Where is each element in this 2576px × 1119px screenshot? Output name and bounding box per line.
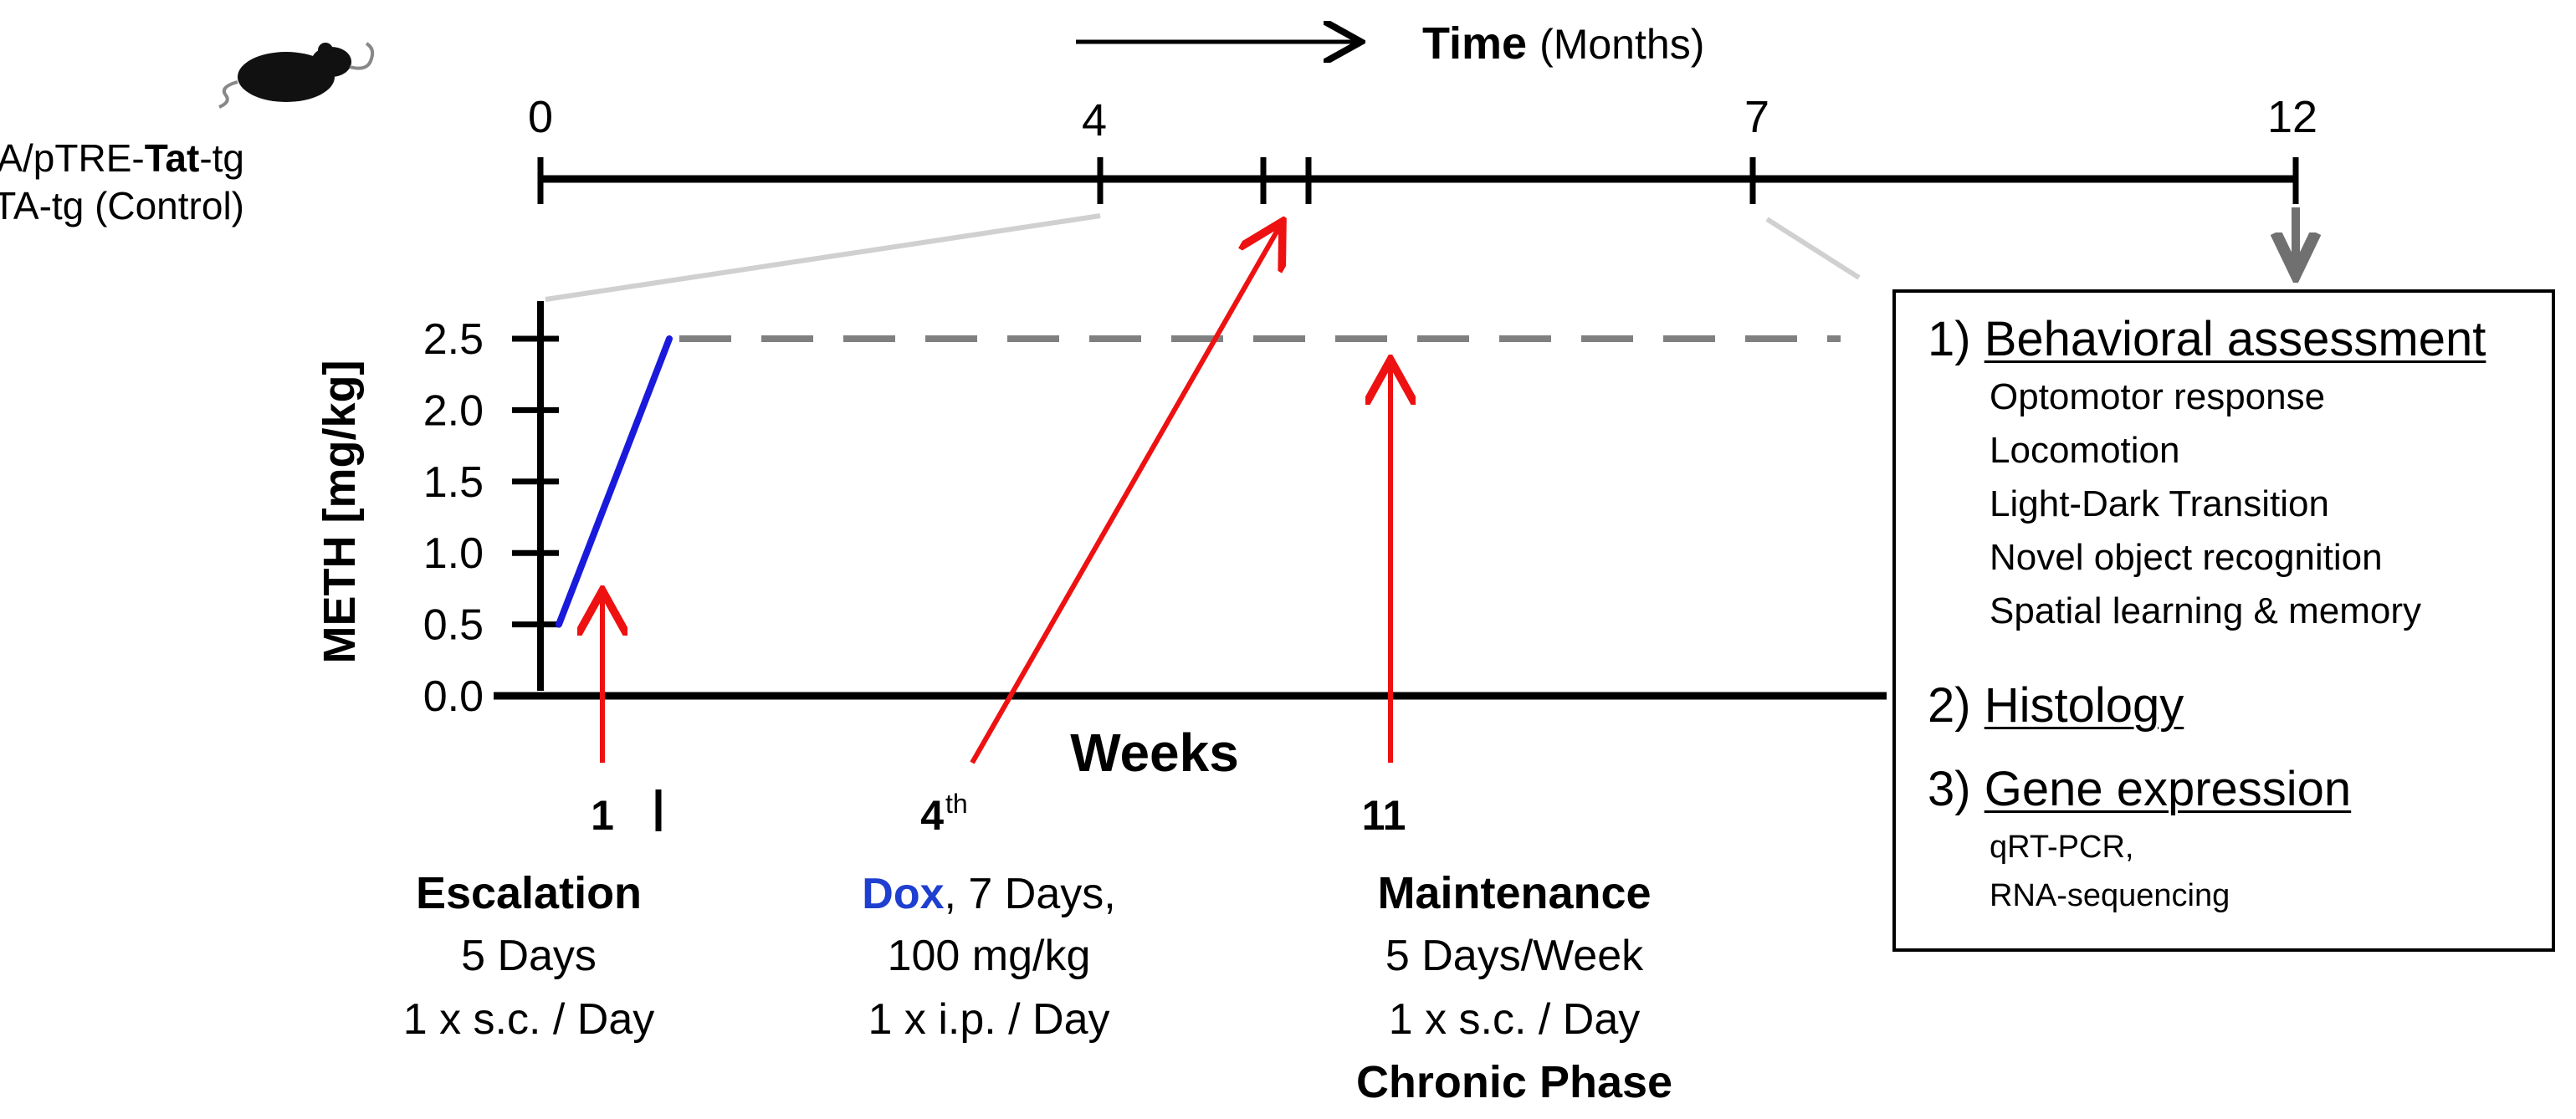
dox-title: Dox, 7 Days, [862, 870, 1115, 918]
time-tick-label: 0 [528, 92, 553, 142]
maintenance-title: Maintenance [1377, 868, 1651, 918]
behavioral-number: 1) [1928, 312, 1971, 366]
y-tick-label: 1.5 [423, 458, 484, 507]
time-tick-label: 7 [1744, 92, 1769, 142]
y-tick-label: 2.0 [423, 386, 484, 435]
gene-method-item: qRT-PCR, [1990, 830, 2134, 865]
mouse-line-tat: GFAP rtTA/pTRE-Tat-tg [0, 136, 244, 180]
x-axis-title: Weeks [1070, 723, 1239, 783]
behavioral-item: Locomotion [1990, 430, 2180, 471]
gene-expression-title: Gene expression [1984, 762, 2352, 816]
mouse-icon [218, 42, 375, 109]
histology-number: 2) [1928, 678, 1971, 733]
time-axis-title: Time (Months) [1422, 18, 1704, 69]
week-1-label: 1 [591, 792, 614, 839]
endpoints-box: 1) Behavioral assessment Optomotor respo… [1892, 289, 2555, 952]
week-4-label: 4 [920, 792, 944, 839]
escalation-title: Escalation [416, 868, 642, 918]
zoom-connector-left [545, 213, 1101, 302]
time-tick-label: 12 [2267, 92, 2317, 142]
dox-dose: 100 mg/kg [888, 932, 1091, 980]
week-4-suffix: th [945, 789, 968, 819]
y-tick-label: 2.5 [423, 315, 484, 364]
escalation-dose-line [556, 335, 673, 628]
y-axis-title: METH [mg/kg] [315, 360, 365, 664]
y-tick-label: 0.5 [423, 601, 484, 650]
behavioral-item: Novel object recognition [1990, 537, 2383, 578]
y-tick-label: 1.0 [423, 529, 484, 578]
behavioral-item: Spatial learning & memory [1990, 590, 2422, 631]
y-axis-ticks: 2.5 2.0 1.5 1.0 0.5 0.0 [423, 315, 559, 721]
escalation-duration: 5 Days [461, 932, 597, 980]
behavioral-title: Behavioral assessment [1984, 312, 2486, 366]
dox-arrow [970, 226, 1280, 764]
week-11-label: 11 [1362, 792, 1406, 839]
time-tick-label: 4 [1082, 95, 1107, 146]
histology-heading: 2) Histology [1928, 677, 2184, 733]
chronic-phase-label: Chronic Phase [1356, 1057, 1672, 1107]
histology-title: Histology [1984, 678, 2184, 733]
gene-expression-number: 3) [1928, 762, 1971, 816]
mouse-line-control: GFAP rtTA-tg (Control) [0, 184, 244, 227]
gene-expression-heading: 3) Gene expression [1928, 761, 2351, 817]
maintenance-frequency: 5 Days/Week [1385, 932, 1644, 980]
maintenance-dosing: 1 x s.c. / Day [1389, 995, 1641, 1044]
behavioral-item: Optomotor response [1990, 376, 2326, 417]
behavioral-item: Light-Dark Transition [1990, 483, 2329, 524]
behavioral-heading: 1) Behavioral assessment [1928, 311, 2486, 367]
y-tick-label: 0.0 [423, 672, 484, 721]
dox-dosing: 1 x i.p. / Day [868, 995, 1110, 1044]
zoom-connector-right [1765, 217, 1861, 280]
gene-method-item: RNA-sequencing [1990, 878, 2230, 913]
escalation-dosing: 1 x s.c. / Day [403, 995, 655, 1044]
